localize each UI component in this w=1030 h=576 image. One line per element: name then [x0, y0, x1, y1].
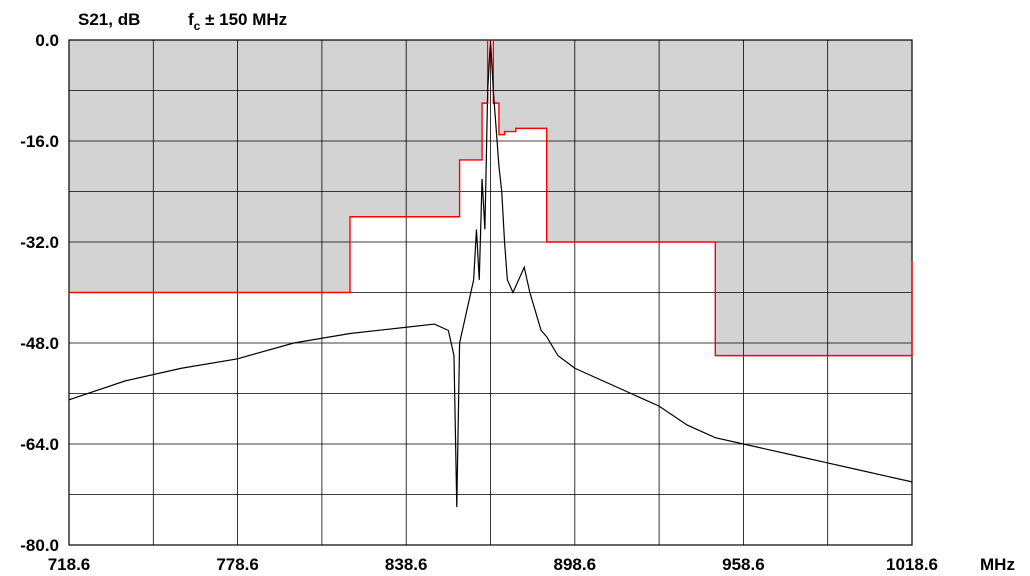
y-tick-label: -32.0: [20, 233, 59, 252]
trace-layer: [68, 39, 913, 508]
x-tick-labels: 718.6 778.6 838.6 898.6 958.6 1018.6: [48, 555, 938, 574]
y-tick-label: -64.0: [20, 435, 59, 454]
span-title-rest: ± 150 MHz: [200, 10, 287, 29]
span-title: fc ± 150 MHz: [188, 10, 287, 33]
x-tick-label: 898.6: [554, 555, 597, 574]
span-title-sub: c: [194, 19, 201, 33]
mask-fill: [69, 40, 912, 356]
measured-trace: [68, 39, 913, 508]
x-tick-label: 778.6: [216, 555, 259, 574]
mask-fill-area: [69, 40, 912, 356]
y-tick-label: -48.0: [20, 334, 59, 353]
y-tick-label: 0.0: [35, 31, 59, 50]
y-tick-label: -16.0: [20, 132, 59, 151]
x-tick-label: 718.6: [48, 555, 91, 574]
mask-line-layer: [69, 39, 913, 357]
x-tick-label: 958.6: [722, 555, 765, 574]
span-title-f: f: [188, 10, 194, 29]
x-axis-unit: MHz: [980, 555, 1015, 574]
y-tick-labels: 0.0 -16.0 -32.0 -48.0 -64.0 -80.0: [20, 31, 59, 555]
y-axis-title: S21, dB: [78, 10, 140, 29]
x-tick-label: 1018.6: [886, 555, 938, 574]
x-tick-label: 838.6: [385, 555, 428, 574]
mask-line: [69, 39, 913, 357]
y-tick-label: -80.0: [20, 536, 59, 555]
